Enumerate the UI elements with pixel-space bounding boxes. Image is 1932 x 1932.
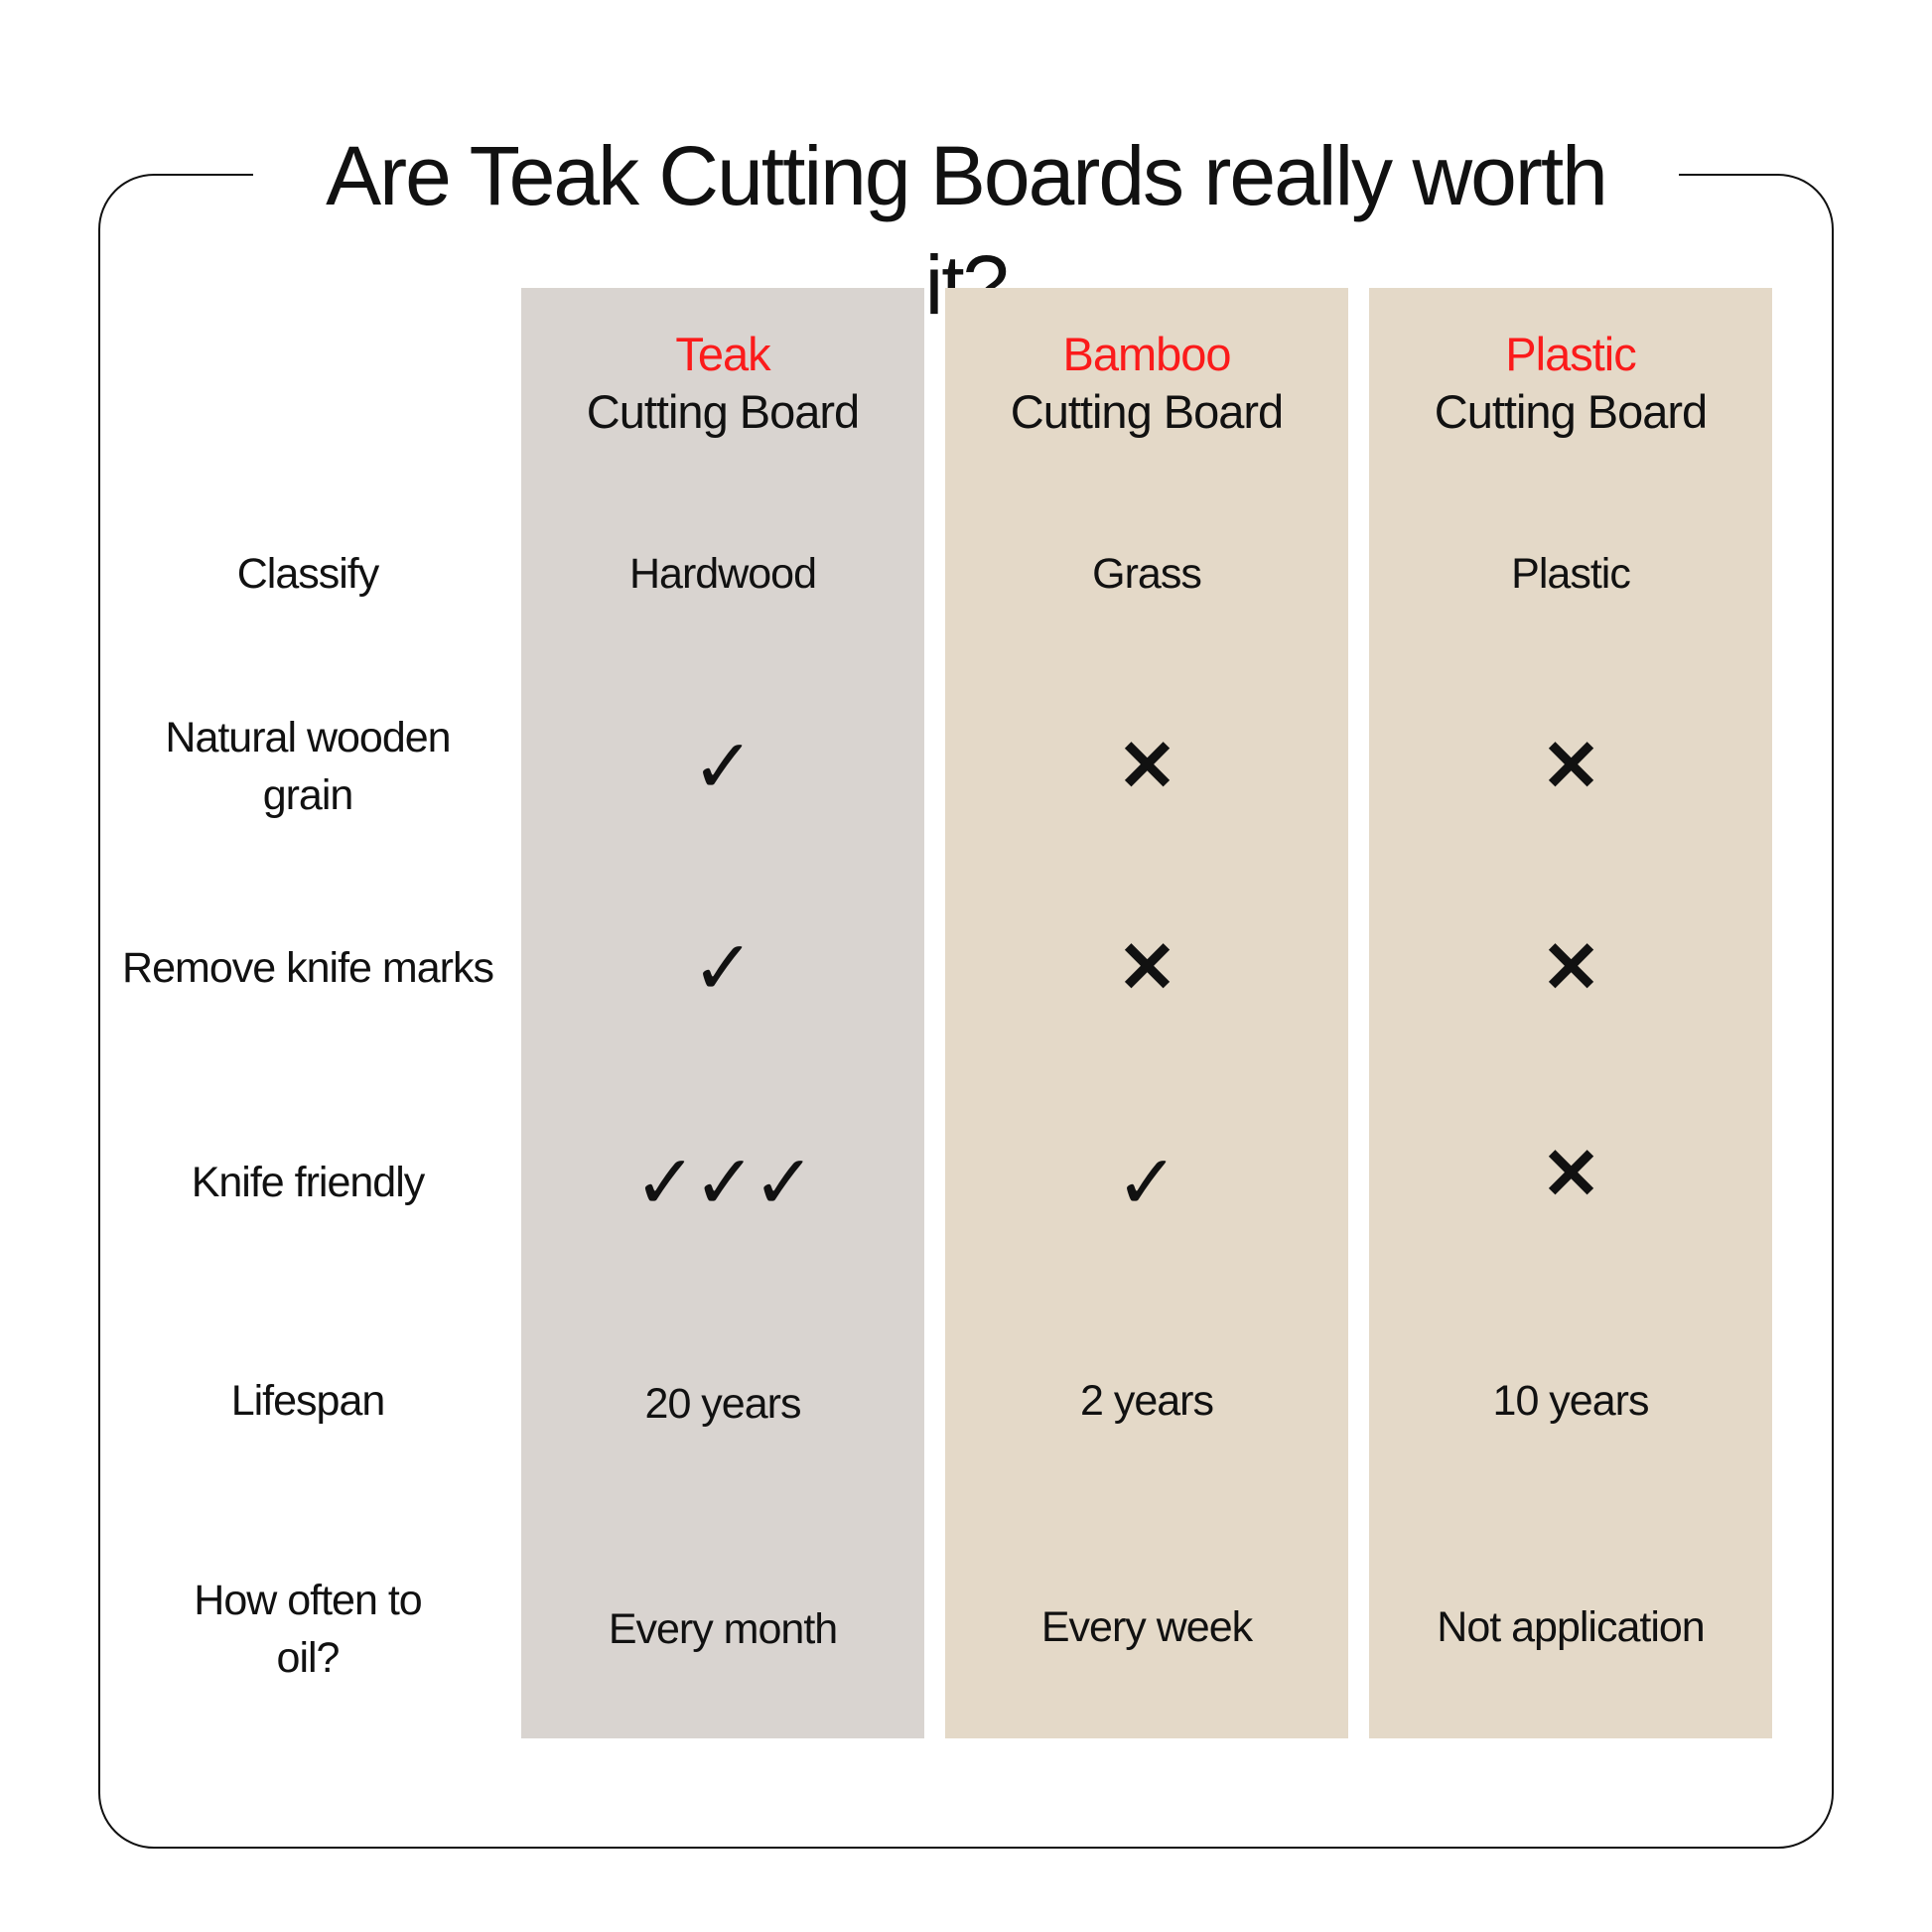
cell-classify: Plastic [1511, 550, 1631, 598]
triple-check-icon: ✓✓✓ [633, 1138, 815, 1226]
cell-lifespan: 2 years [1079, 1377, 1214, 1425]
x-icon: ✕ [1541, 727, 1600, 806]
column-subtitle: Cutting Board [586, 385, 860, 438]
column-teak: Teak Cutting Board Hardwood ✓ ✓ ✓✓✓ 20 ye… [521, 288, 924, 1738]
x-icon: ✕ [1541, 928, 1600, 1008]
x-icon: ✕ [1541, 1135, 1600, 1214]
cell-oil: Every week [1040, 1603, 1253, 1651]
column-name: Plastic [1505, 328, 1636, 380]
column-header: Teak Cutting Board [521, 326, 924, 441]
column-name: Bamboo [1062, 328, 1231, 380]
column-subtitle: Cutting Board [1434, 385, 1708, 438]
cell-lifespan: 10 years [1492, 1377, 1650, 1425]
column-bamboo: Bamboo Cutting Board Grass ✕ ✕ ✓ 2 years … [945, 288, 1348, 1738]
column-name: Teak [675, 328, 770, 380]
row-label-classify: Classify [236, 550, 380, 598]
check-icon: ✓ [691, 923, 756, 1012]
row-label-knife-friendly: Knife friendly [191, 1159, 426, 1206]
row-label-remove-knife-marks: Remove knife marks [122, 944, 494, 992]
column-plastic: Plastic Cutting Board Plastic ✕ ✕ ✕ 10 ye… [1369, 288, 1772, 1738]
x-icon: ✕ [1117, 928, 1176, 1008]
column-subtitle: Cutting Board [1010, 385, 1284, 438]
row-label-lifespan: Lifespan [230, 1377, 386, 1425]
row-label-oil: How often to oil? [194, 1577, 422, 1682]
cell-oil: Every month [608, 1605, 838, 1653]
column-header: Bamboo Cutting Board [945, 326, 1348, 441]
cell-classify: Grass [1092, 550, 1202, 598]
cell-oil: Not application [1437, 1603, 1705, 1651]
cell-lifespan: 20 years [644, 1380, 802, 1428]
row-label-natural-grain: Natural wooden grain [165, 714, 451, 819]
check-icon: ✓ [1115, 1138, 1179, 1226]
cell-classify: Hardwood [629, 550, 817, 598]
x-icon: ✕ [1117, 727, 1176, 806]
check-icon: ✓ [691, 722, 756, 810]
column-header: Plastic Cutting Board [1369, 326, 1772, 441]
